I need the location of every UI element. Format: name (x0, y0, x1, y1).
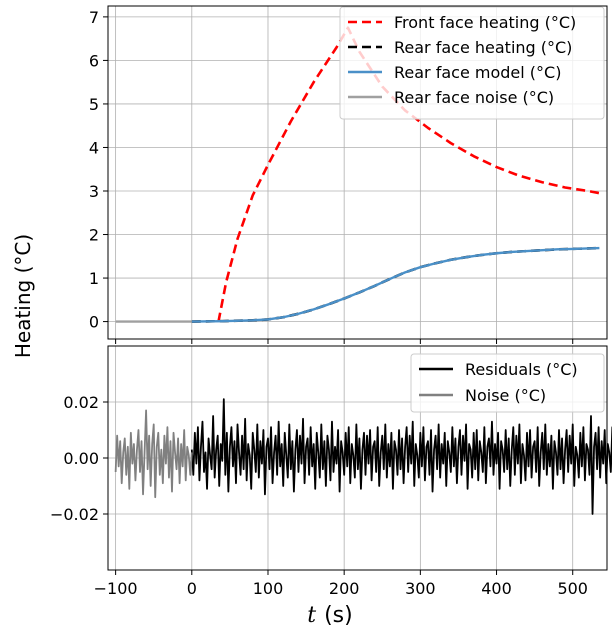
top-legend-label: Rear face noise (°C) (394, 88, 554, 107)
bottom-plot-border (107, 345, 608, 571)
top-series-line-2 (191, 246, 600, 323)
bot-legend-label: Noise (°C) (465, 386, 546, 405)
panel-top: 0 1 2 3 4 5 6 7 Front face heating (°C) Rear fac… (89, 5, 608, 344)
y-tick-label: 3 (89, 182, 99, 201)
top-legend-label: Rear face model (°C) (394, 63, 561, 82)
y-tick-label: 4 (89, 138, 99, 157)
y-tick-label: 1 (89, 269, 99, 288)
y-tick-label: 7 (89, 8, 99, 27)
x-axis-unit: (s) (324, 603, 353, 628)
top-legend-label: Rear face heating (°C) (394, 38, 572, 57)
bottom-x-ticks: −100 0 100 200 300 400 500 (94, 570, 588, 598)
bot-series-line-0 (190, 398, 612, 515)
x-tick-label: −100 (94, 579, 138, 598)
x-axis-label: t (s) (307, 603, 352, 628)
x-tick-label: 400 (481, 579, 512, 598)
bot-legend-box (410, 353, 605, 413)
bottom-series-group (114, 398, 612, 515)
bottom-legend: Residuals (°C) Noise (°C) (410, 353, 605, 413)
bot-series-line-1 (114, 409, 193, 499)
x-axis-variable: t (307, 603, 316, 628)
x-tick-label: 100 (253, 579, 284, 598)
bottom-y-ticks: −0.02 0.00 0.02 (50, 393, 108, 524)
x-tick-label: 0 (187, 579, 197, 598)
y-tick-label: 0 (89, 313, 99, 332)
y-axis-label: Heating (°C) (11, 234, 35, 358)
x-tick-label: 500 (557, 579, 588, 598)
y-tick-label: −0.02 (50, 505, 99, 524)
x-tick-label: 200 (329, 579, 360, 598)
panel-bottom: −0.02 0.00 0.02 −100 0 100 200 300 400 500 Resid… (50, 345, 612, 598)
top-legend-label: Front face heating (°C) (394, 13, 576, 32)
bot-legend-label: Residuals (°C) (465, 360, 578, 379)
x-tick-label: 300 (405, 579, 436, 598)
y-tick-label: 6 (89, 51, 99, 70)
top-legend-box (339, 6, 605, 120)
y-tick-label: 2 (89, 226, 99, 245)
top-x-ticks (115, 339, 574, 344)
y-tick-label: 0.02 (63, 393, 99, 412)
y-tick-label: 0.00 (63, 449, 99, 468)
y-tick-label: 5 (89, 95, 99, 114)
top-y-ticks: 0 1 2 3 4 5 6 7 (89, 8, 108, 332)
top-legend: Front face heating (°C) Rear face heating… (339, 6, 605, 120)
top-plot-border (107, 5, 608, 340)
